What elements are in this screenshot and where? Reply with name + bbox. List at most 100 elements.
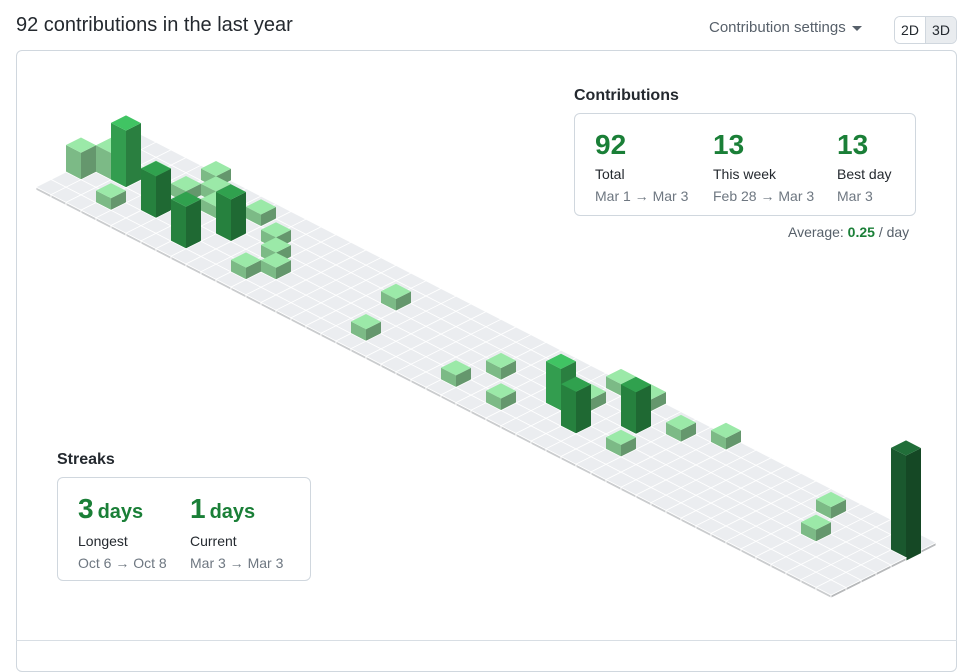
contribution-bar-side xyxy=(561,384,576,437)
contribution-bar-top xyxy=(66,137,96,153)
average-per-day: Average: 0.25 / day xyxy=(788,224,909,240)
contribution-bar-side xyxy=(486,360,501,384)
average-unit: / day xyxy=(878,224,910,240)
average-label: Average: xyxy=(788,224,844,240)
stat-total-value: 92 xyxy=(595,129,627,160)
contribution-bar-side xyxy=(801,522,816,545)
streak-longest-unit: days xyxy=(97,501,144,523)
streaks-heading: Streaks xyxy=(57,451,115,468)
streaks-card: 3 days Longest Oct 6 → Oct 8 1 days Curren… xyxy=(57,477,311,581)
contribution-bar-top xyxy=(261,252,291,268)
contribution-bar-side xyxy=(351,321,366,345)
contribution-bar-side xyxy=(906,448,921,561)
contribution-bar-top xyxy=(231,252,261,268)
view-toggle: 2D 3D xyxy=(894,16,957,44)
contribution-bar-top xyxy=(141,161,171,177)
contribution-bar-top xyxy=(351,314,381,330)
contribution-bar-side xyxy=(171,199,186,252)
contribution-bar-side xyxy=(621,384,636,438)
isometric-contribution-chart xyxy=(35,115,937,599)
stat-best-day-label: Best day xyxy=(837,166,892,182)
contribution-bar-top xyxy=(486,352,516,369)
streak-current-unit: days xyxy=(209,501,256,523)
streak-longest-number: 3 xyxy=(78,493,94,524)
contribution-settings-dropdown[interactable]: Contribution settings xyxy=(709,19,862,36)
stat-this-week-value: 13 xyxy=(713,129,745,160)
contribution-bar-side xyxy=(141,168,156,222)
stat-total: 92 Total Mar 1 → Mar 3 xyxy=(595,129,688,205)
contribution-bar-side xyxy=(186,199,201,252)
contribution-bar-side xyxy=(636,384,651,438)
contribution-bar-side xyxy=(576,384,591,437)
contribution-bar-top xyxy=(606,429,636,445)
contribution-bar-top xyxy=(171,191,201,207)
contribution-bar-top xyxy=(546,353,576,369)
contribution-bar-top xyxy=(246,199,276,215)
contribution-bar-top xyxy=(561,376,591,392)
panel-divider xyxy=(16,640,957,641)
streak-longest-label: Longest xyxy=(78,533,128,549)
streak-current-number: 1 xyxy=(190,493,206,524)
streak-longest-value: 3 days xyxy=(78,494,167,527)
contribution-bar-top xyxy=(891,440,921,456)
contribution-bar-top xyxy=(96,183,126,199)
contributions-card: 92 Total Mar 1 → Mar 3 13 This week Feb … xyxy=(574,113,916,216)
toggle-2d-button[interactable]: 2D xyxy=(895,17,926,43)
streak-longest-range: Oct 6 → Oct 8 xyxy=(78,555,167,571)
contribution-settings-label: Contribution settings xyxy=(709,19,846,36)
contribution-bar-side xyxy=(231,259,246,283)
contribution-bar-top xyxy=(201,161,231,177)
contribution-bar-side xyxy=(81,145,96,183)
empty-cell-top xyxy=(815,579,847,596)
contribution-bar-top xyxy=(261,222,291,238)
contribution-bar-side xyxy=(711,430,726,453)
contribution-bar-top xyxy=(381,283,411,299)
contribution-bar-side xyxy=(126,123,141,191)
contribution-bar-side xyxy=(246,206,261,230)
contribution-bar-top xyxy=(486,383,516,399)
streak-current: 1 days Current Mar 3 → Mar 3 xyxy=(190,494,284,572)
contribution-bar-top xyxy=(801,514,831,530)
streak-current-range: Mar 3 → Mar 3 xyxy=(190,555,284,571)
stat-this-week-label: This week xyxy=(713,166,777,182)
contribution-bar-side xyxy=(231,192,246,245)
contribution-bar-side xyxy=(261,260,276,283)
contribution-bar-top xyxy=(261,237,291,253)
stat-total-label: Total xyxy=(595,166,625,182)
contribution-bar-side xyxy=(441,367,456,391)
stat-best-day-value: 13 xyxy=(837,129,869,160)
stat-this-week: 13 This week Feb 28 → Mar 3 xyxy=(713,129,815,205)
contribution-bar-top xyxy=(816,491,846,508)
contributions-heading: Contributions xyxy=(574,87,679,104)
contribution-bar-top xyxy=(621,377,651,393)
caret-down-icon xyxy=(851,26,862,31)
contribution-bar-side xyxy=(96,145,111,183)
contribution-bar-side xyxy=(66,145,81,183)
contribution-bar-top xyxy=(711,422,741,438)
toggle-3d-button[interactable]: 3D xyxy=(926,17,956,43)
contribution-bar-side xyxy=(606,376,621,400)
contribution-bar-top xyxy=(171,176,201,192)
contribution-bar-side xyxy=(381,291,396,314)
contribution-bar-top xyxy=(201,176,231,192)
contribution-bar-side xyxy=(96,190,111,214)
contributions-count-title: 92 contributions in the last year xyxy=(16,14,293,36)
contribution-bar-side xyxy=(201,198,216,222)
contribution-bar-side xyxy=(891,447,906,561)
contribution-bar-top xyxy=(441,360,471,376)
streak-current-value: 1 days xyxy=(190,494,283,527)
stat-this-week-range: Feb 28 → Mar 3 xyxy=(713,188,815,204)
contribution-bar-top xyxy=(216,184,246,200)
contribution-bar-top xyxy=(606,368,636,385)
contribution-bar-side xyxy=(546,361,561,414)
stat-best-day-range: Mar 3 xyxy=(837,188,873,204)
streak-longest: 3 days Longest Oct 6 → Oct 8 xyxy=(78,494,167,572)
stat-best-day: 13 Best day Mar 3 xyxy=(837,129,892,205)
contribution-bar-side xyxy=(111,122,126,191)
contribution-bar-side xyxy=(666,422,681,446)
contribution-bar-side xyxy=(816,499,831,523)
contribution-bar-side xyxy=(606,437,621,460)
streak-current-label: Current xyxy=(190,533,237,549)
contribution-bar-top xyxy=(666,414,696,431)
contribution-bar-side xyxy=(156,168,171,222)
